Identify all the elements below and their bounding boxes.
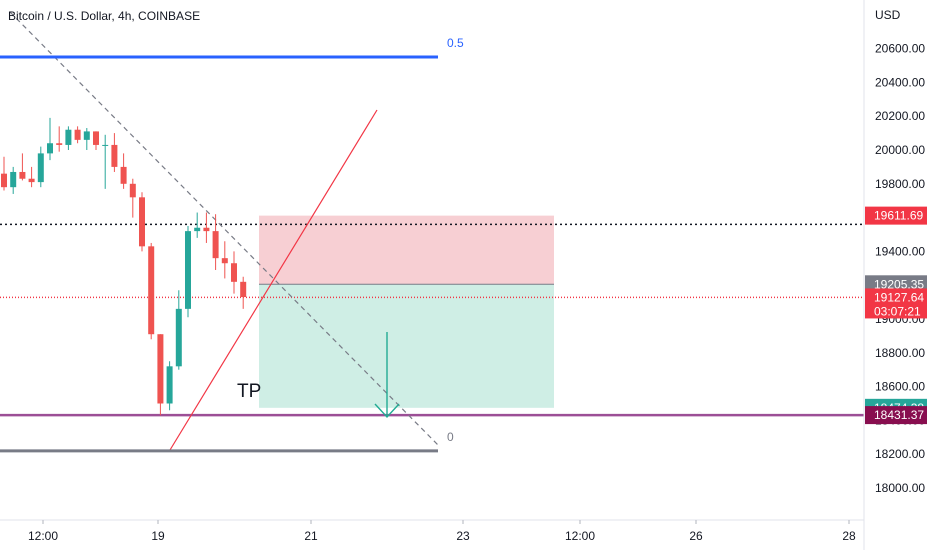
price-badge-label: 19611.69 <box>874 209 923 223</box>
candle-body[interactable] <box>139 197 145 247</box>
candle-body[interactable] <box>37 153 44 183</box>
time-tick-label: 21 <box>304 529 318 543</box>
candle-body[interactable] <box>10 171 17 188</box>
candle-body[interactable] <box>185 231 191 309</box>
time-tick-label: 26 <box>689 529 703 543</box>
candle-body[interactable] <box>157 334 164 404</box>
horizontal-lines <box>0 223 864 417</box>
time-axis[interactable]: 12:00 19 21 23 12:00 26 28 <box>28 520 856 543</box>
arrow-head <box>374 403 400 419</box>
price-tick-label: 19800.00 <box>875 177 925 191</box>
stop-loss-zone[interactable] <box>259 215 554 285</box>
price-tick-label: 20000.00 <box>875 143 925 157</box>
tp-annotation: TP <box>237 381 261 402</box>
candle-body[interactable] <box>93 131 99 145</box>
position-zones <box>259 215 554 408</box>
price-tick-label: 18200.00 <box>875 447 925 461</box>
currency-label: USD <box>875 8 901 22</box>
candle-body[interactable] <box>28 178 35 183</box>
candle-body[interactable] <box>74 129 81 140</box>
price-tick-label: 18800.00 <box>875 346 925 360</box>
candle-body[interactable] <box>166 366 173 404</box>
ascending-trend-line[interactable] <box>169 109 378 451</box>
time-tick-label: 23 <box>456 529 470 543</box>
candle-body[interactable] <box>111 144 118 167</box>
candle-body[interactable] <box>194 227 201 232</box>
price-badges: 19611.6919205.3519127.6403:07:2118474.38… <box>865 206 927 425</box>
price-tick-label: 19400.00 <box>875 244 925 258</box>
candle-body[interactable] <box>221 258 228 264</box>
price-tick-label: 20200.00 <box>875 109 925 123</box>
candlestick-series <box>1 117 247 416</box>
chart-title: Bitcoin / U.S. Dollar, 4h, COINBASE <box>8 9 200 23</box>
descending-trend-line[interactable] <box>9 11 439 446</box>
countdown-label: 03:07:21 <box>874 304 921 318</box>
candle-body[interactable] <box>120 166 127 184</box>
price-tick-label: 18000.00 <box>875 481 925 495</box>
price-tick-label: 18600.00 <box>875 380 925 394</box>
price-badge-label: 19205.35 <box>874 277 924 291</box>
price-tick-label: 20400.00 <box>875 75 925 89</box>
candle-body[interactable] <box>148 246 155 335</box>
candle-body[interactable] <box>56 143 63 145</box>
time-tick-label: 12:00 <box>28 529 58 543</box>
time-tick-label: 12:00 <box>565 529 595 543</box>
candle-body[interactable] <box>19 171 26 179</box>
candle-body[interactable] <box>102 144 109 146</box>
take-profit-zone[interactable] <box>259 284 554 408</box>
fib-level-label: 0.5 <box>447 36 464 50</box>
price-tick-label: 20600.00 <box>875 42 925 56</box>
price-badge <box>865 288 927 319</box>
candle-body[interactable] <box>231 263 237 282</box>
candle-body[interactable] <box>129 183 136 198</box>
candle-body[interactable] <box>65 129 72 145</box>
candle-body[interactable] <box>175 308 182 367</box>
candle-body[interactable] <box>83 131 90 140</box>
fib-levels: 0.50 <box>0 36 464 453</box>
candle-body[interactable] <box>240 281 247 298</box>
time-tick-label: 28 <box>842 529 856 543</box>
time-tick-label: 19 <box>151 529 165 543</box>
candle-body[interactable] <box>212 231 219 259</box>
price-badge-label: 18431.37 <box>874 408 924 422</box>
fib-level-label: 0 <box>447 430 454 444</box>
candle-body[interactable] <box>47 143 53 154</box>
price-badge <box>865 406 927 425</box>
trend-lines <box>9 11 439 451</box>
price-badge-label: 19127.64 <box>874 290 924 304</box>
candle-body[interactable] <box>1 173 7 188</box>
price-badge <box>865 206 927 225</box>
candle-body[interactable] <box>203 227 210 232</box>
